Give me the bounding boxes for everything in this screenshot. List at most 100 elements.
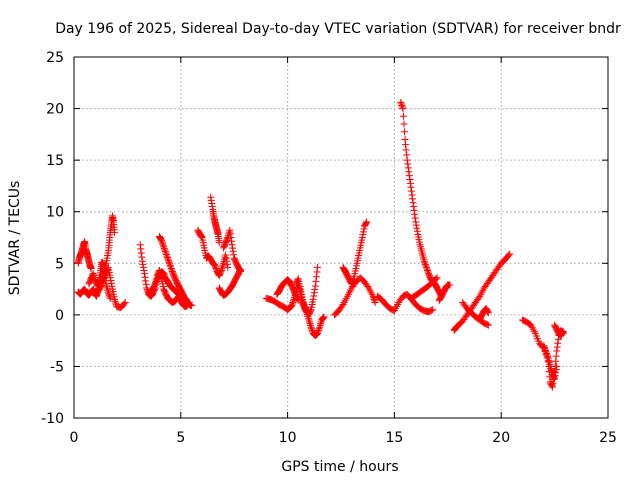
data-point	[208, 203, 216, 211]
data-point	[142, 280, 150, 288]
data-point	[107, 279, 115, 287]
data-point	[97, 275, 105, 283]
data-point	[102, 277, 110, 285]
series-arc22	[459, 298, 492, 329]
data-point	[424, 268, 432, 276]
data-point	[404, 164, 412, 172]
data-point	[553, 362, 561, 370]
data-point	[294, 276, 302, 284]
series-arc16	[339, 218, 371, 288]
data-point	[288, 300, 296, 308]
data-point	[136, 241, 144, 249]
data-point	[187, 302, 195, 310]
data-point	[120, 300, 128, 308]
data-point	[112, 299, 120, 307]
y-tick-label: 5	[55, 256, 64, 272]
data-point	[310, 289, 318, 297]
data-point	[402, 141, 410, 149]
data-point	[305, 318, 313, 326]
data-point	[142, 277, 150, 285]
x-tick-label: 15	[385, 430, 403, 446]
data-point	[552, 366, 560, 374]
series-arc17	[373, 290, 437, 316]
data-point	[275, 288, 283, 296]
data-point	[168, 266, 176, 274]
data-point	[223, 260, 231, 268]
data-point	[207, 196, 215, 204]
series-arc20	[435, 281, 454, 304]
y-axis-label: SDTVAR / TECUs	[7, 181, 23, 296]
data-point	[371, 298, 379, 306]
data-point	[422, 262, 430, 270]
data-point	[421, 259, 429, 267]
data-point	[236, 267, 244, 275]
data-point	[399, 112, 407, 120]
data-point	[475, 294, 483, 302]
data-point	[359, 231, 367, 239]
data-point	[311, 285, 319, 293]
series-arc14	[292, 263, 322, 319]
series-arc18	[397, 98, 445, 300]
data-point	[409, 195, 417, 203]
data-point	[226, 226, 234, 234]
series-arc11	[220, 226, 245, 276]
data-point	[371, 297, 379, 305]
data-point	[544, 353, 552, 361]
data-point	[411, 210, 419, 218]
data-point	[554, 335, 562, 343]
data-point	[407, 187, 415, 195]
data-point	[140, 270, 148, 278]
data-point	[312, 277, 320, 285]
data-point	[289, 298, 297, 306]
data-point	[540, 342, 548, 350]
data-point	[138, 253, 146, 261]
data-point	[543, 351, 551, 359]
data-point	[424, 267, 432, 275]
series-arc13	[273, 276, 302, 304]
data-point	[143, 284, 151, 292]
data-point	[288, 302, 296, 310]
data-point	[410, 203, 418, 211]
y-tick-label: 15	[46, 153, 64, 169]
data-point	[308, 326, 316, 334]
data-point	[237, 268, 245, 276]
data-point	[310, 292, 318, 300]
data-point	[316, 321, 324, 329]
data-point	[397, 100, 405, 108]
data-point	[105, 291, 113, 299]
axis-ticks: 0 5 10 15 20 25 -10 -5 0 5 10 15 20 25	[41, 50, 617, 446]
data-point	[87, 264, 95, 272]
data-point	[217, 268, 225, 276]
data-point	[212, 263, 220, 271]
data-point	[542, 346, 550, 354]
series-arc23	[476, 305, 492, 323]
data-point	[483, 321, 491, 329]
data-point	[406, 179, 414, 187]
data-point	[349, 276, 357, 284]
data-point	[137, 245, 145, 253]
x-tick-label: 5	[176, 430, 185, 446]
data-point	[409, 199, 417, 207]
data-point	[106, 294, 114, 302]
series-arc4	[91, 258, 114, 302]
series-arc5	[136, 241, 193, 311]
data-point	[412, 218, 420, 226]
data-point	[505, 251, 513, 259]
data-point	[166, 261, 174, 269]
data-point	[138, 257, 146, 265]
data-point	[161, 247, 169, 255]
data-point	[315, 325, 323, 333]
data-point	[559, 327, 567, 335]
data-point	[158, 237, 166, 245]
series-arc26	[551, 321, 567, 339]
y-tick-label: -5	[50, 359, 64, 375]
data-point	[106, 293, 114, 301]
data-point	[300, 299, 308, 307]
data-point	[552, 357, 560, 365]
data-point	[229, 244, 237, 252]
data-point	[422, 263, 430, 271]
data-point	[299, 295, 307, 303]
data-point	[362, 219, 370, 227]
data-point	[230, 251, 238, 259]
data-point	[552, 352, 560, 360]
